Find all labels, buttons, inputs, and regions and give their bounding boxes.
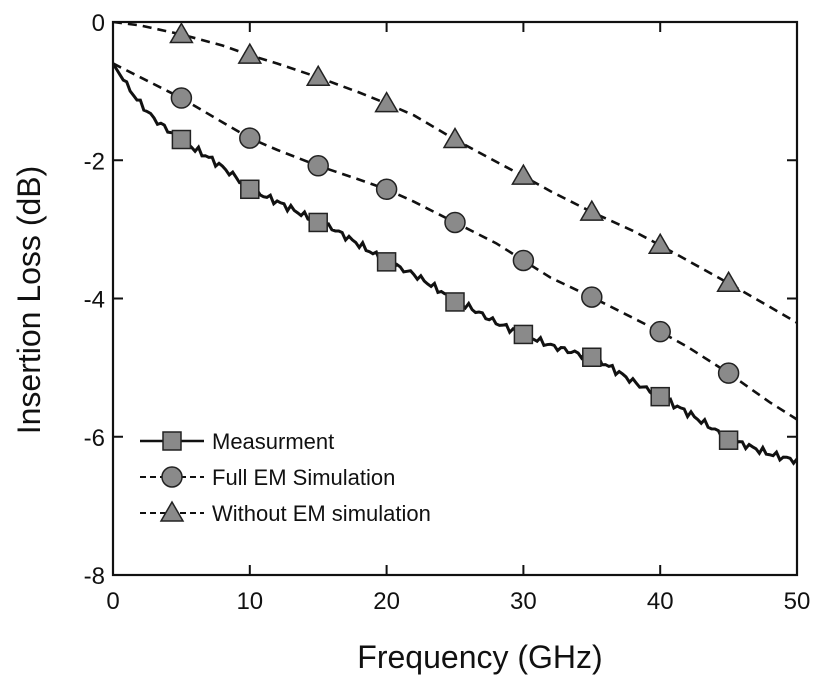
data-point-circle [170,87,193,109]
data-point-circle [239,127,261,149]
legend-marker-circle [161,466,183,488]
series-line-triangle [113,22,797,324]
y-tick-label: -2 [84,148,105,175]
data-point-triangle [647,232,673,255]
legend: Measurment Full EM Simulation Without EM s… [140,429,431,526]
data-point-square [650,386,670,407]
data-point-circle [512,249,535,272]
legend-label-triangle: Without EM simulation [212,501,431,526]
x-tick-label: 30 [510,588,537,615]
legend-label-circle: Full EM Simulation [212,465,395,490]
x-tick-label: 50 [784,588,811,615]
series-layer [113,22,797,466]
data-point-circle [717,362,740,384]
y-tick-label: -6 [84,425,105,452]
data-point-square [582,347,602,368]
y-tick-label: -4 [84,287,105,314]
y-axis-title: Insertion Loss (dB) [11,166,47,435]
data-point-square [513,324,534,345]
data-point-triangle [579,199,605,221]
legend-marker-triangle [159,500,185,522]
markers-layer [169,21,741,450]
data-point-circle [375,178,398,201]
x-tick-label: 0 [106,588,119,615]
data-point-triangle [716,270,741,293]
data-point-square [718,430,739,450]
data-point-circle [307,155,329,177]
data-point-triangle [169,21,194,44]
data-point-square [171,129,192,150]
data-point-circle [649,320,671,343]
data-point-triangle [511,163,536,185]
x-tick-label: 40 [647,588,674,615]
y-tick-label: -8 [84,563,105,590]
tick-labels: 0 10 20 30 40 50 -8 -6 -4 -2 0 [84,10,811,615]
data-point-triangle [237,42,263,64]
data-point-square [240,179,260,200]
legend-label-square: Measurment [212,429,334,454]
data-point-triangle [374,91,399,113]
data-point-triangle [442,127,468,149]
data-point-circle [581,286,603,308]
series-line-circle [113,62,797,421]
x-tick-label: 20 [373,588,400,615]
data-point-circle [444,211,466,234]
y-tick-label: 0 [92,10,105,37]
legend-marker-square [162,431,182,451]
data-point-square [308,212,328,233]
data-point-triangle [305,64,331,87]
data-point-square [376,252,397,272]
x-axis-title: Frequency (GHz) [357,639,602,675]
x-tick-label: 10 [236,588,263,615]
data-point-square [445,292,465,312]
